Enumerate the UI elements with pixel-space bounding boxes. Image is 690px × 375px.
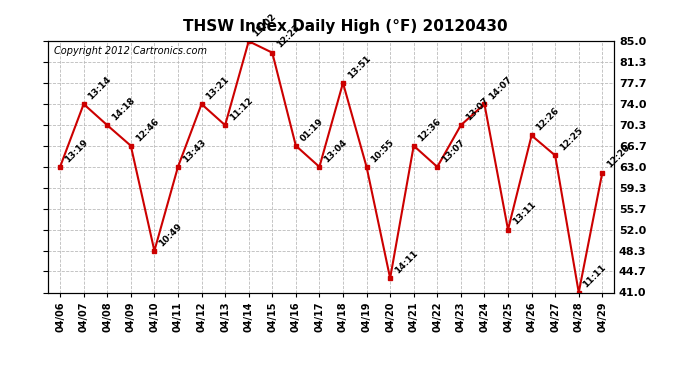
Text: 13:51: 13:51 xyxy=(346,54,373,80)
Text: 12:46: 12:46 xyxy=(134,116,160,143)
Text: 13:43: 13:43 xyxy=(181,137,208,164)
Text: 13:07: 13:07 xyxy=(464,96,491,122)
Text: 13:11: 13:11 xyxy=(511,200,538,227)
Text: 13:07: 13:07 xyxy=(440,138,466,164)
Text: 13:04: 13:04 xyxy=(322,138,349,164)
Text: 14:18: 14:18 xyxy=(110,96,137,122)
Text: 14:11: 14:11 xyxy=(393,249,420,276)
Text: 12:25: 12:25 xyxy=(558,126,584,153)
Text: 12:36: 12:36 xyxy=(417,116,443,143)
Text: 14:07: 14:07 xyxy=(487,75,514,101)
Text: 12:20: 12:20 xyxy=(605,143,631,170)
Text: 01:19: 01:19 xyxy=(299,116,325,143)
Text: 12:23: 12:23 xyxy=(275,23,302,50)
Text: 11:12: 11:12 xyxy=(228,96,255,122)
Text: 13:02: 13:02 xyxy=(251,12,278,39)
Text: Copyright 2012 Cartronics.com: Copyright 2012 Cartronics.com xyxy=(54,46,207,56)
Text: 13:14: 13:14 xyxy=(86,75,113,101)
Text: THSW Index Daily High (°F) 20120430: THSW Index Daily High (°F) 20120430 xyxy=(183,19,507,34)
Text: 12:26: 12:26 xyxy=(534,106,561,133)
Text: 13:19: 13:19 xyxy=(63,137,90,164)
Text: 10:55: 10:55 xyxy=(369,138,396,164)
Text: 11:11: 11:11 xyxy=(582,263,608,290)
Text: 13:21: 13:21 xyxy=(204,75,231,101)
Text: 10:49: 10:49 xyxy=(157,221,184,248)
